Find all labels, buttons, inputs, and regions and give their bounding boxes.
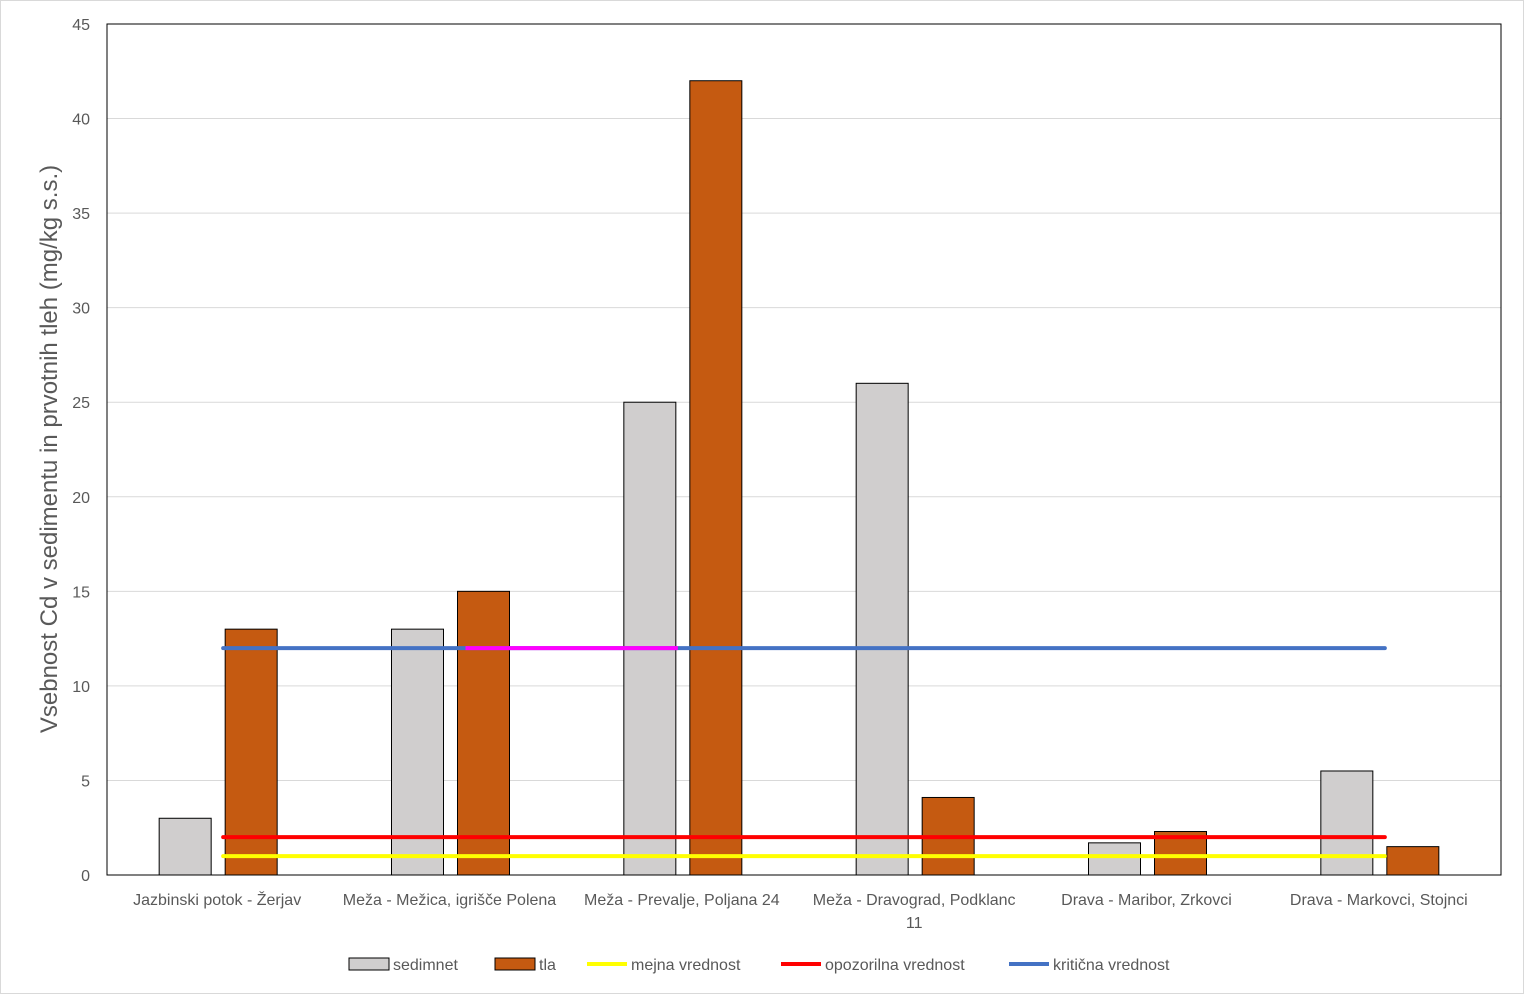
y-tick-label: 30	[72, 301, 90, 318]
y-tick-label: 45	[72, 17, 90, 34]
y-tick-label: 40	[72, 112, 90, 129]
y-tick-label: 10	[72, 679, 90, 696]
y-axis-title: Vsebnost Cd v sedimentu in prvotnih tleh…	[36, 165, 63, 733]
legend-label: mejna vrednost	[631, 957, 741, 974]
bar-tla	[457, 590, 510, 876]
y-tick-label: 25	[72, 395, 90, 412]
legend-swatch-sedimnet	[348, 957, 390, 971]
y-tick-label: 0	[81, 868, 90, 885]
bar-sedimnet	[855, 382, 909, 876]
plot-area-border	[106, 23, 1502, 876]
y-axis-tick-labels: 0 5 10 15 20 25 30 35 40 45	[72, 17, 90, 885]
legend: sedimnet tla mejna vrednost opozorilna vred…	[348, 957, 1170, 974]
x-category-label: Drava - Maribor, Zrkovci	[1061, 892, 1232, 909]
y-tick-label: 5	[81, 773, 90, 790]
y-tick-label: 35	[72, 206, 90, 223]
x-category-label: Meža - Mežica, igrišče Polena	[343, 892, 557, 909]
x-category-label: Meža - Dravograd, Podklanc 11	[813, 892, 1016, 932]
gridlines	[107, 23, 1501, 781]
legend-label: sedimnet	[393, 957, 458, 974]
x-category-label: Drava - Markovci, Stojnci	[1290, 892, 1468, 909]
bar-sedimnet	[1320, 770, 1374, 876]
threshold-lines	[221, 646, 1387, 859]
legend-label: tla	[539, 957, 556, 974]
bars	[158, 80, 1440, 876]
bar-tla	[689, 80, 743, 876]
y-tick-label: 15	[72, 584, 90, 601]
bar-sedimnet	[623, 401, 677, 876]
bar-tla	[1386, 846, 1440, 876]
bar-sedimnet	[158, 817, 212, 876]
x-category-label: Meža - Prevalje, Poljana 24	[584, 892, 780, 909]
legend-label: kritična vrednost	[1053, 957, 1170, 974]
x-axis-category-labels: Jazbinski potok - Žerjav Meža - Mežica, i…	[133, 890, 1468, 932]
y-tick-label: 20	[72, 490, 90, 507]
bar-sedimnet	[391, 628, 444, 876]
legend-label: opozorilna vrednost	[825, 957, 965, 974]
bar-sedimnet	[1088, 842, 1141, 876]
legend-swatch-tla	[494, 957, 536, 971]
x-category-label: Jazbinski potok - Žerjav	[133, 890, 301, 909]
